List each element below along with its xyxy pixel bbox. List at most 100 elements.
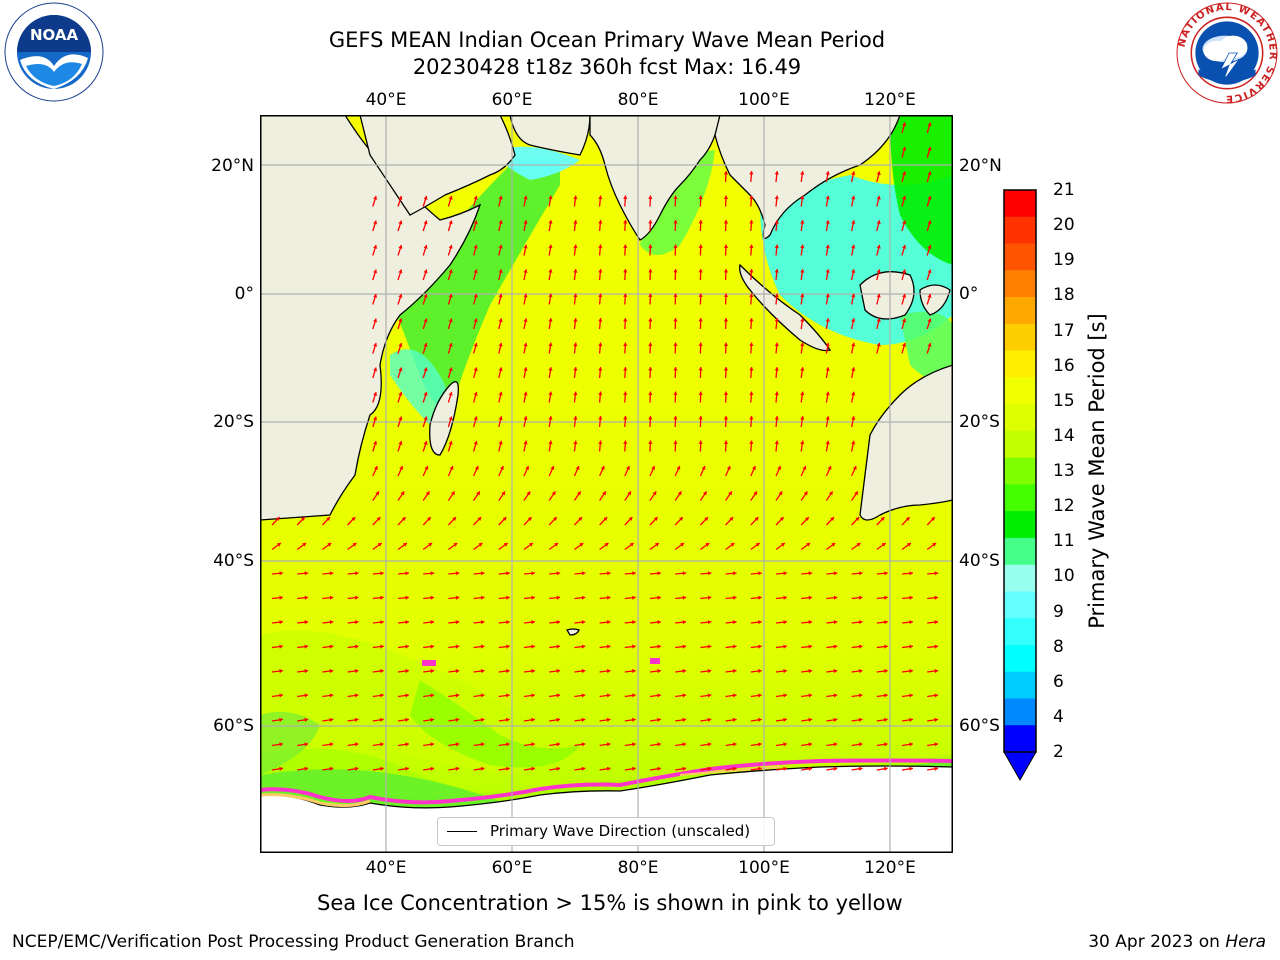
wave-arrow-head bbox=[402, 543, 407, 547]
wave-arrow-head bbox=[854, 491, 858, 496]
wave-arrow-head bbox=[423, 318, 428, 323]
wave-arrow-head bbox=[448, 367, 453, 372]
wave-arrow-head bbox=[606, 644, 611, 649]
lon-tick-top: 60°E bbox=[491, 90, 533, 110]
wave-arrow-head bbox=[783, 571, 787, 576]
colorbar-tick-label: 11 bbox=[1053, 531, 1075, 552]
wave-arrow-head bbox=[833, 693, 838, 698]
nws-logo: NATIONAL WEATHER SERVICE bbox=[1176, 2, 1278, 104]
wave-arrow-head bbox=[851, 391, 856, 396]
colorbar-tick-label: 9 bbox=[1053, 601, 1064, 622]
wave-arrow-head bbox=[279, 644, 283, 649]
period-field-patch bbox=[500, 146, 580, 180]
colorbar-band bbox=[1004, 591, 1036, 619]
wave-arrow-head bbox=[884, 595, 888, 600]
wave-arrow-head bbox=[506, 668, 510, 674]
wave-arrow-head bbox=[373, 269, 378, 274]
sea-ice-edge bbox=[260, 793, 371, 808]
wave-arrow-head bbox=[934, 571, 939, 576]
wave-arrow-head bbox=[430, 717, 435, 722]
gridlines bbox=[260, 115, 953, 853]
wave-arrow-head bbox=[604, 543, 609, 547]
wave-arrow-head bbox=[607, 571, 611, 576]
wave-arrow-head bbox=[682, 620, 687, 625]
wave-arrow-head bbox=[679, 517, 683, 521]
wave-arrow-head bbox=[354, 693, 359, 698]
wave-arrow-head bbox=[673, 220, 678, 224]
wave-arrow-head bbox=[698, 416, 703, 420]
wave-arrow-head bbox=[758, 668, 762, 674]
wave-arrow-head bbox=[851, 440, 856, 445]
wave-arrow-head bbox=[573, 220, 578, 224]
wave-arrow-head bbox=[682, 644, 687, 649]
wave-arrow-head bbox=[531, 668, 535, 674]
wave-arrow-head bbox=[405, 620, 409, 625]
wave-arrow-head bbox=[780, 543, 785, 547]
wave-arrow-head bbox=[556, 717, 561, 722]
wave-arrow-head bbox=[733, 595, 737, 600]
wave-arrow-head bbox=[698, 220, 703, 224]
colorbar-tick-label: 13 bbox=[1053, 461, 1075, 481]
wave-arrow-head bbox=[859, 595, 863, 600]
wave-arrow-head bbox=[851, 220, 856, 224]
wave-arrow-head bbox=[774, 440, 779, 445]
wave-arrow-head bbox=[732, 668, 737, 674]
wave-arrow-head bbox=[851, 293, 856, 298]
wave-arrow-head bbox=[673, 440, 678, 444]
wave-arrow-head bbox=[707, 742, 712, 747]
map-plot bbox=[260, 115, 953, 853]
wave-arrow-head bbox=[902, 122, 907, 127]
wave-arrow-head bbox=[553, 517, 557, 521]
wave-arrow-head bbox=[423, 441, 428, 445]
wave-arrow-head bbox=[627, 491, 631, 496]
wave-arrow-head bbox=[423, 220, 428, 225]
wave-arrow-head bbox=[774, 391, 779, 396]
wave-arrow-head bbox=[573, 293, 578, 298]
wave-arrow-head bbox=[682, 717, 687, 722]
wave-arrow-head bbox=[825, 269, 830, 273]
wave-arrow-head bbox=[698, 269, 703, 273]
colorbar-under-arrow bbox=[1003, 751, 1037, 782]
wave-arrow-head bbox=[909, 717, 913, 722]
wave-arrow-head bbox=[732, 693, 737, 698]
wave-arrow-head bbox=[628, 517, 633, 521]
wave-arrow-head bbox=[705, 543, 710, 547]
wave-arrow-head bbox=[723, 342, 729, 346]
wave-arrow-head bbox=[531, 766, 535, 771]
wave-arrow-head bbox=[758, 644, 762, 649]
wave-arrow-head bbox=[304, 595, 309, 600]
wave-arrow-head bbox=[758, 717, 762, 722]
wave-arrow-head bbox=[573, 269, 578, 273]
wave-arrow-head bbox=[800, 440, 805, 445]
wave-arrow-head bbox=[304, 693, 309, 698]
wave-arrow-head bbox=[723, 416, 729, 420]
wave-arrow-head bbox=[354, 644, 359, 649]
wave-arrow-head bbox=[758, 571, 762, 576]
wave-arrow-head bbox=[523, 269, 528, 273]
wave-arrow-head bbox=[884, 644, 888, 649]
wave-arrow-head bbox=[606, 717, 611, 722]
wave-arrow-head bbox=[648, 342, 653, 346]
wave-arrow-head bbox=[455, 571, 460, 576]
wave-arrow-head bbox=[455, 717, 460, 722]
wave-arrow-head bbox=[448, 343, 453, 347]
wave-arrow-head bbox=[373, 196, 378, 200]
wave-arrow-head bbox=[909, 766, 913, 771]
wave-arrow-head bbox=[723, 318, 729, 322]
wave-arrow-head bbox=[623, 391, 628, 395]
wave-arrow-head bbox=[698, 293, 703, 297]
wave-arrow-head bbox=[673, 416, 678, 420]
wave-arrow-head bbox=[698, 244, 703, 248]
wave-arrow-head bbox=[448, 245, 453, 249]
wave-arrow-head bbox=[779, 517, 784, 521]
wave-arrow-head bbox=[473, 342, 478, 347]
sea-ice-edge bbox=[679, 766, 781, 776]
wave-arrow-head bbox=[927, 220, 932, 225]
wave-arrow-head bbox=[880, 517, 885, 521]
wave-arrow-head bbox=[452, 517, 456, 521]
wave-arrow-head bbox=[657, 571, 661, 576]
wave-arrow-head bbox=[606, 620, 611, 625]
wave-arrow-head bbox=[531, 693, 535, 698]
wave-arrow-head bbox=[554, 543, 559, 547]
colorbar-band bbox=[1004, 350, 1036, 378]
